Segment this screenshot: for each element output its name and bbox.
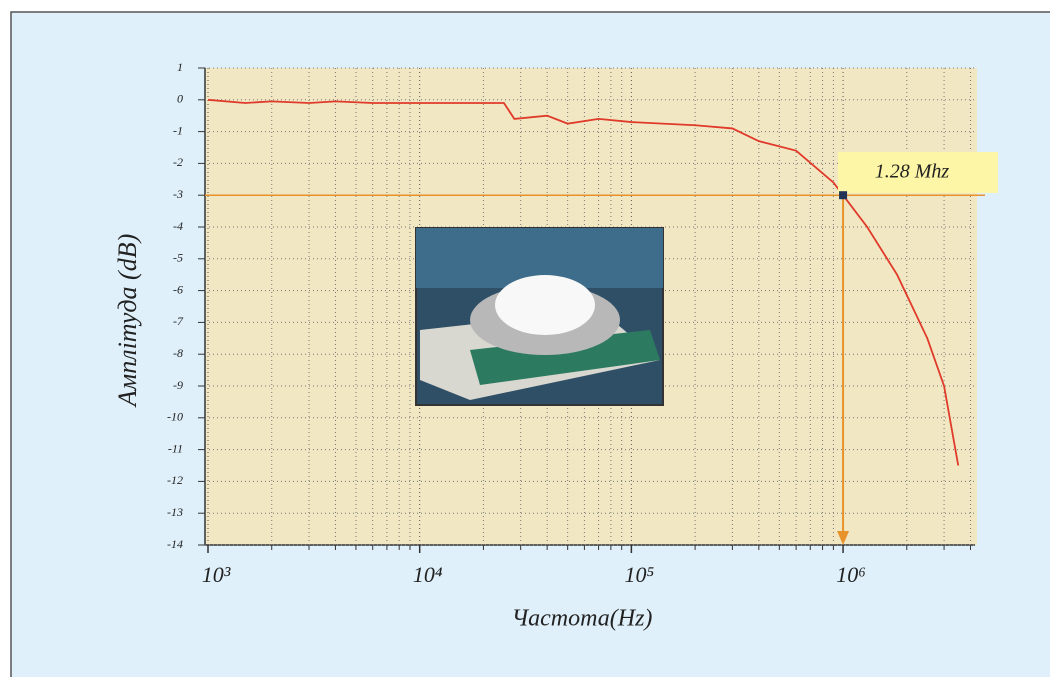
- y-tick-label: -3: [173, 187, 183, 201]
- inset-photo: [416, 228, 663, 405]
- y-tick-label: -12: [167, 473, 183, 487]
- y-tick-label: -13: [167, 505, 183, 519]
- y-tick-label: -6: [173, 282, 183, 296]
- y-tick-label: 0: [177, 92, 183, 106]
- annotation-point: [839, 191, 847, 199]
- y-tick-label: -8: [173, 346, 183, 360]
- x-tick-label: 10³: [202, 562, 231, 587]
- x-axis-label: Частота(Hz): [512, 606, 653, 632]
- y-tick-label: -14: [167, 537, 183, 551]
- annotation: 1.28 Mhz: [875, 161, 950, 183]
- y-tick-label: -10: [167, 410, 183, 424]
- y-axis-label: Амплітуда (dB): [113, 234, 142, 408]
- y-tick-label: -1: [173, 123, 183, 137]
- x-tick-label: 10⁴: [413, 562, 443, 587]
- chart: 1.28 Mhz Частота(Hz) Амплітуда (dB) -14 -…: [0, 0, 1050, 677]
- x-tick-label: 10⁵: [625, 562, 655, 587]
- y-tick-label: -4: [173, 219, 183, 233]
- y-tick-label: -9: [173, 378, 183, 392]
- y-tick-label: -5: [173, 251, 183, 265]
- y-tick-label: 1: [177, 60, 183, 74]
- x-tick-label: 10⁶: [836, 562, 866, 587]
- y-tick-label: -2: [173, 155, 183, 169]
- page: {"chart_data": { "type": "line", "x_labe…: [0, 0, 1050, 677]
- y-tick-label: -7: [173, 314, 184, 328]
- y-tick-label: -11: [168, 441, 183, 455]
